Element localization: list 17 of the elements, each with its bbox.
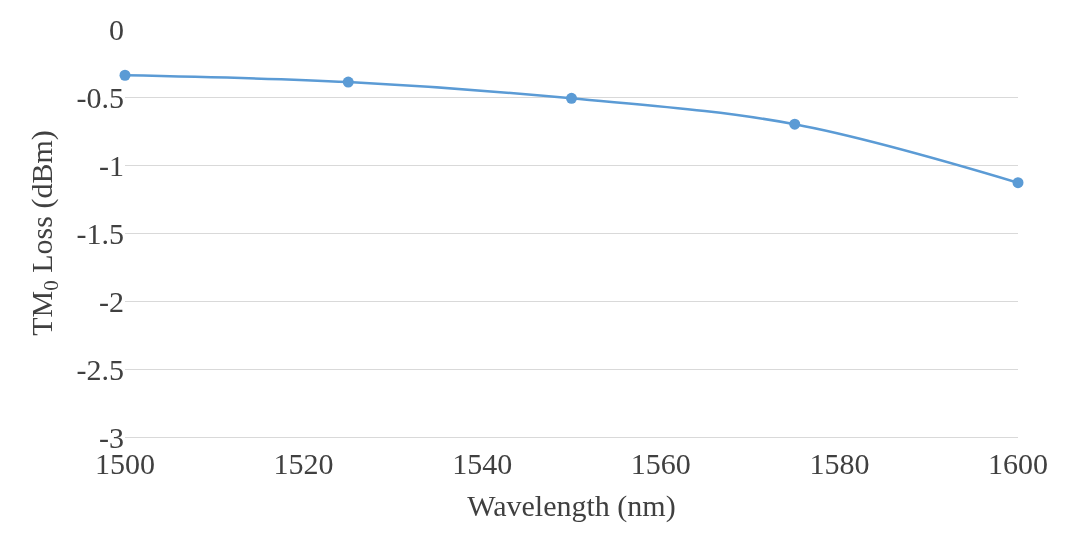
y-tick-label: -1.5: [76, 216, 124, 250]
x-tick-label: 1520: [273, 447, 334, 480]
point: [119, 69, 131, 81]
x-axis-title: Wavelength (nm): [467, 488, 676, 523]
y-tick-label: -2: [99, 284, 124, 318]
y-tick-label: -2.5: [76, 352, 124, 386]
y-tick-label: 0: [109, 12, 124, 46]
point: [789, 118, 801, 130]
x-tick-label: 1600: [988, 447, 1048, 480]
point: [566, 92, 577, 104]
y-tick-label: -1: [99, 148, 124, 182]
x-tick-label: 1540: [452, 447, 513, 480]
y-tick-label: -0.5: [76, 80, 124, 114]
point: [342, 76, 354, 88]
x-tick-label: 1580: [809, 447, 870, 480]
point: [1012, 177, 1024, 189]
x-tick-label: 1560: [630, 447, 691, 480]
